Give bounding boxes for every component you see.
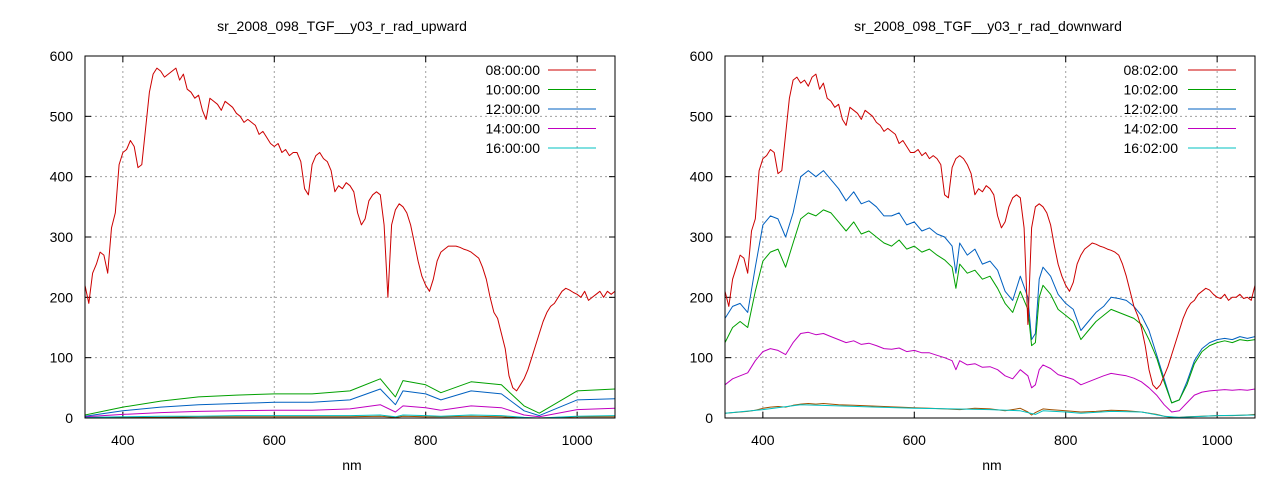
x-tick-label: 1000 [1202, 432, 1233, 448]
y-tick-label: 300 [690, 229, 714, 245]
y-tick-label: 600 [50, 48, 74, 64]
legend-label: 14:00:00 [486, 121, 541, 137]
legend-label: 08:00:00 [486, 62, 541, 78]
legend-label: 12:00:00 [486, 101, 541, 117]
y-tick-label: 200 [690, 289, 714, 305]
chart-panel-2: sr_2008_098_TGF__y03_r_rad_downward 400 60… [690, 18, 1256, 473]
x-axis-label: nm [982, 457, 1001, 473]
series-line-unlabeled [85, 415, 615, 418]
x-tick-label: 400 [751, 432, 775, 448]
legend-label: 10:00:00 [486, 82, 541, 98]
series-group [725, 73, 1255, 418]
y-tick-label: 0 [65, 410, 73, 426]
x-axis-label: nm [342, 457, 361, 473]
series-line-100200 [725, 209, 1255, 404]
chart-title: sr_2008_098_TGF__y03_r_rad_downward [854, 18, 1122, 34]
y-tick-label: 500 [50, 108, 74, 124]
y-tick-label: 300 [50, 229, 74, 245]
series-line-120000 [85, 388, 615, 417]
plot-frame [84, 55, 616, 419]
x-tick-label: 400 [111, 432, 135, 448]
y-tick-label: 600 [690, 48, 714, 64]
legend-label: 10:02:00 [1124, 82, 1179, 98]
y-tick-label: 100 [50, 350, 74, 366]
series-line-160000 [85, 414, 615, 418]
chart-title: sr_2008_098_TGF__y03_r_rad_upward [217, 18, 467, 34]
y-tick-label: 200 [50, 289, 74, 305]
legend: 08:00:00 10:00:00 12:00:00 14:00:00 16:00:00 [486, 62, 596, 156]
legend: 08:02:00 10:02:00 12:02:00 14:02:00 16:02:00 [1124, 62, 1236, 156]
legend-label: 14:02:00 [1124, 121, 1179, 137]
legend-label: 08:02:00 [1124, 62, 1179, 78]
series-line-160200 [725, 404, 1255, 418]
x-tick-label: 600 [263, 432, 287, 448]
series-line-140200 [725, 331, 1255, 413]
legend-label: 16:02:00 [1124, 140, 1179, 156]
series-line-unlabeled [725, 403, 1255, 418]
legend-label: 16:00:00 [486, 140, 541, 156]
chart-panel-1: sr_2008_098_TGF__y03_r_rad_upward 400 600 8… [50, 18, 616, 473]
series-line-120200 [725, 170, 1255, 404]
x-tick-label: 800 [1054, 432, 1078, 448]
series-group [85, 67, 615, 418]
y-tick-label: 400 [50, 169, 74, 185]
y-tick-label: 0 [705, 410, 713, 426]
plot-frame [724, 55, 1256, 419]
series-line-080000 [85, 67, 615, 392]
x-tick-label: 600 [903, 432, 927, 448]
x-tick-label: 800 [414, 432, 438, 448]
series-line-080200 [725, 73, 1255, 390]
y-tick-label: 100 [690, 350, 714, 366]
series-line-100000 [85, 378, 615, 416]
series-line-140000 [85, 404, 615, 418]
legend-label: 12:02:00 [1124, 101, 1179, 117]
x-tick-label: 1000 [562, 432, 593, 448]
y-tick-label: 500 [690, 108, 714, 124]
y-tick-label: 400 [690, 169, 714, 185]
